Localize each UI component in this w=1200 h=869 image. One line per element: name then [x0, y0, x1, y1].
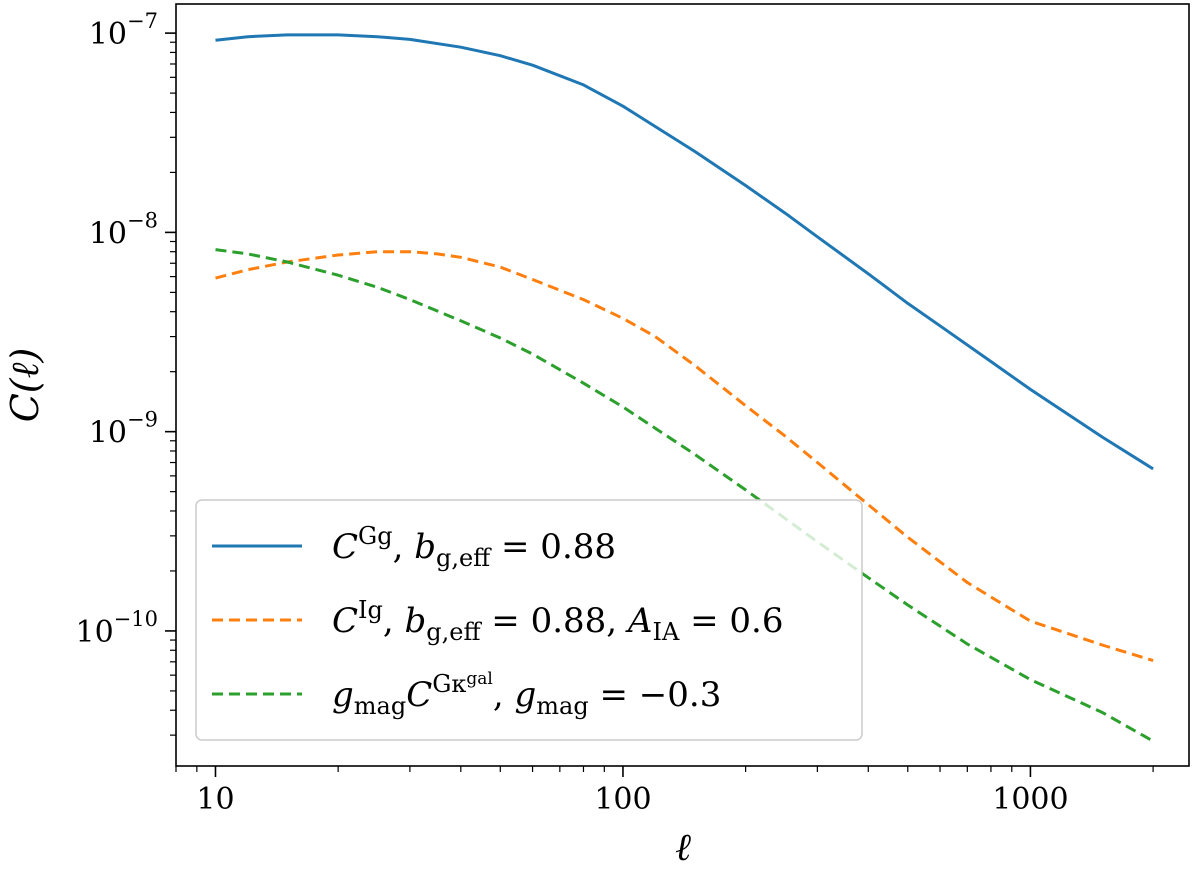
y-tick-base: 10: [89, 416, 127, 451]
y-tick-exp: −7: [127, 9, 158, 33]
y-tick-label: 10−8: [89, 208, 158, 251]
legend-sym2: b: [404, 601, 426, 641]
y-tick-base: 10: [89, 216, 127, 251]
series-line-0: [215, 33, 1154, 471]
legend-entry: gmagCGκgal, gmag = −0.3: [212, 669, 721, 720]
legend-sym: C: [332, 601, 358, 641]
legend-label-gg: CGg, bg,eff = 0.88: [332, 522, 616, 572]
legend-rest3: = 0.6: [679, 601, 783, 641]
legend-box: [195, 499, 863, 741]
legend-entry: CGg, bg,eff = 0.88: [212, 522, 616, 572]
legend-sub2: g,eff: [436, 544, 492, 572]
legend-sym: C: [332, 527, 358, 567]
x-tick-label: 100: [594, 782, 651, 817]
legend-rest: ,: [383, 601, 405, 641]
legend-sup: Ig: [358, 596, 383, 624]
legend-entry: CIg, bg,eff = 0.88, AIA = 0.6: [212, 596, 783, 646]
y-tick-base: 10: [75, 615, 113, 650]
plot-frame: [175, 3, 1190, 767]
legend-label-gmag: gmagCGκgal, gmag = −0.3: [332, 669, 721, 720]
y-tick-base: 10: [89, 17, 127, 52]
series-line-2: [215, 248, 1154, 743]
legend-rest2: = 0.88: [490, 527, 616, 567]
legend-sub2: mag: [536, 692, 588, 720]
legend-rest: ,: [393, 527, 415, 567]
legend-rest: ,: [493, 675, 515, 715]
minor-ticks: [170, 41, 1154, 772]
legend-sub2: g,eff: [426, 618, 482, 646]
legend-sym3: A: [625, 601, 653, 641]
y-tick-label: 10−10: [75, 607, 158, 650]
y-tick-exp: −10: [114, 607, 158, 631]
legend-presym: g: [332, 675, 354, 715]
y-tick-exp: −8: [127, 208, 158, 232]
legend-sym: C: [406, 675, 432, 715]
legend-presub: mag: [354, 692, 406, 720]
legend-rest2: = 0.88,: [481, 601, 628, 641]
legend: CGg, bg,eff = 0.88 CIg, bg,eff = 0.88, A…: [195, 499, 863, 741]
y-tick-label: 10−7: [89, 9, 158, 52]
legend-sup: Gg: [358, 522, 393, 550]
y-tick-label: 10−9: [89, 408, 158, 451]
series-line-1: [215, 250, 1154, 663]
legend-supsup: gal: [466, 669, 492, 689]
legend-sup: Gκ: [432, 670, 466, 698]
legend-rest2: = −0.3: [589, 675, 722, 715]
legend-sym2: b: [414, 527, 436, 567]
series-layer: [215, 33, 1154, 743]
y-tick-exp: −9: [127, 408, 158, 432]
x-axis-label: ℓ: [675, 825, 691, 869]
legend-sym2: g: [514, 675, 536, 715]
x-tick-label: 10: [196, 782, 234, 817]
x-tick-label: 1000: [992, 782, 1068, 817]
legend-label-ig: CIg, bg,eff = 0.88, AIA = 0.6: [332, 596, 783, 646]
legend-sub3: IA: [652, 618, 679, 646]
y-axis-label: C(ℓ): [3, 348, 47, 423]
